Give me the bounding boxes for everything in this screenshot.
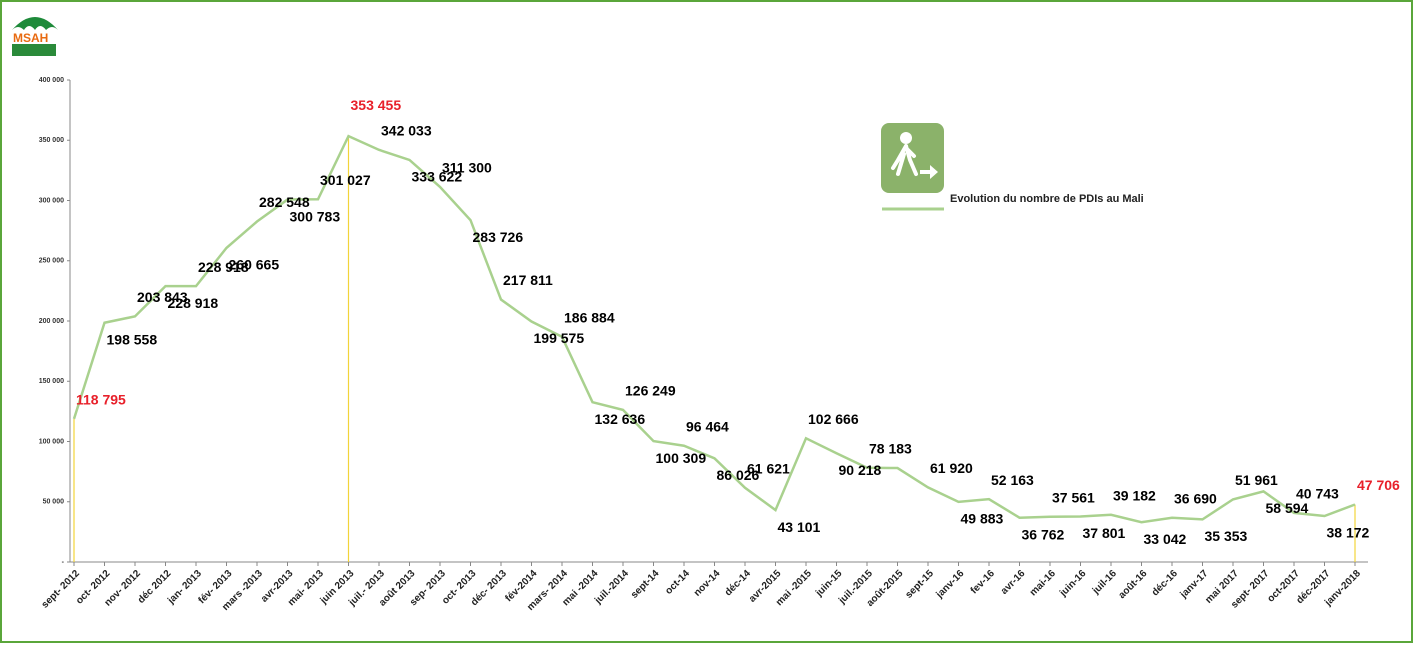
- logo: MSAH: [12, 17, 58, 56]
- data-label: 33 042: [1144, 531, 1187, 547]
- data-label: 49 883: [961, 511, 1004, 527]
- data-label: 283 726: [473, 229, 524, 245]
- data-label: 37 801: [1083, 525, 1126, 541]
- y-tick-label: 200 000: [39, 318, 64, 325]
- data-label: 301 027: [320, 172, 371, 188]
- data-label: 102 666: [808, 411, 859, 427]
- data-label: 353 455: [351, 97, 402, 113]
- data-label: 228 918: [168, 295, 219, 311]
- y-tick-label: 350 000: [39, 137, 64, 144]
- data-label: 61 621: [747, 460, 790, 476]
- logo-text: MSAH: [13, 31, 48, 45]
- y-tick-label: 100 000: [39, 438, 64, 445]
- data-label: 311 300: [442, 160, 492, 176]
- data-label: 36 690: [1174, 490, 1217, 506]
- data-label: 198 558: [107, 331, 158, 347]
- data-label: 342 033: [381, 123, 432, 139]
- data-label: 39 182: [1113, 487, 1156, 503]
- legend-label: Evolution du nombre de PDIs au Mali: [950, 193, 1144, 205]
- data-label: 228 918: [198, 259, 249, 275]
- data-label: 126 249: [625, 383, 676, 399]
- data-label: 43 101: [778, 519, 821, 535]
- data-label: 47 706: [1357, 477, 1400, 493]
- data-label: 40 743: [1296, 486, 1339, 502]
- data-label: 58 594: [1266, 500, 1309, 516]
- data-label: 61 920: [930, 460, 973, 476]
- series-line: [72, 134, 1356, 524]
- data-label: 203 843: [137, 289, 188, 305]
- data-label: 199 575: [534, 330, 585, 346]
- data-label: 35 353: [1205, 528, 1248, 544]
- data-label: 52 163: [991, 472, 1034, 488]
- data-label: 186 884: [564, 310, 615, 326]
- data-label: 100 309: [656, 450, 707, 466]
- y-tick-label: 250 000: [39, 258, 64, 265]
- data-label: 78 183: [869, 440, 912, 456]
- data-label: 333 622: [412, 169, 463, 185]
- y-tick-label: 300 000: [39, 197, 64, 204]
- data-label: 118 795: [76, 392, 126, 408]
- data-label: 38 172: [1327, 525, 1370, 541]
- data-label: 37 561: [1052, 489, 1095, 505]
- legend-icon: [881, 123, 944, 193]
- data-label: 36 762: [1022, 526, 1065, 542]
- data-label: 96 464: [686, 418, 729, 434]
- y-tick-label: -: [62, 559, 65, 566]
- data-label: 90 218: [839, 462, 882, 478]
- data-label: 132 636: [595, 411, 646, 427]
- data-label: 86 026: [717, 467, 760, 483]
- data-label: 282 548: [259, 194, 310, 210]
- legend: [881, 123, 944, 193]
- y-tick-label: 50 000: [43, 499, 65, 506]
- y-tick-label: 400 000: [39, 77, 64, 84]
- data-label: 51 961: [1235, 472, 1278, 488]
- data-label: 217 811: [503, 272, 553, 288]
- y-tick-label: 150 000: [39, 378, 64, 385]
- data-label: 300 783: [290, 208, 341, 224]
- data-label: 260 665: [229, 257, 280, 273]
